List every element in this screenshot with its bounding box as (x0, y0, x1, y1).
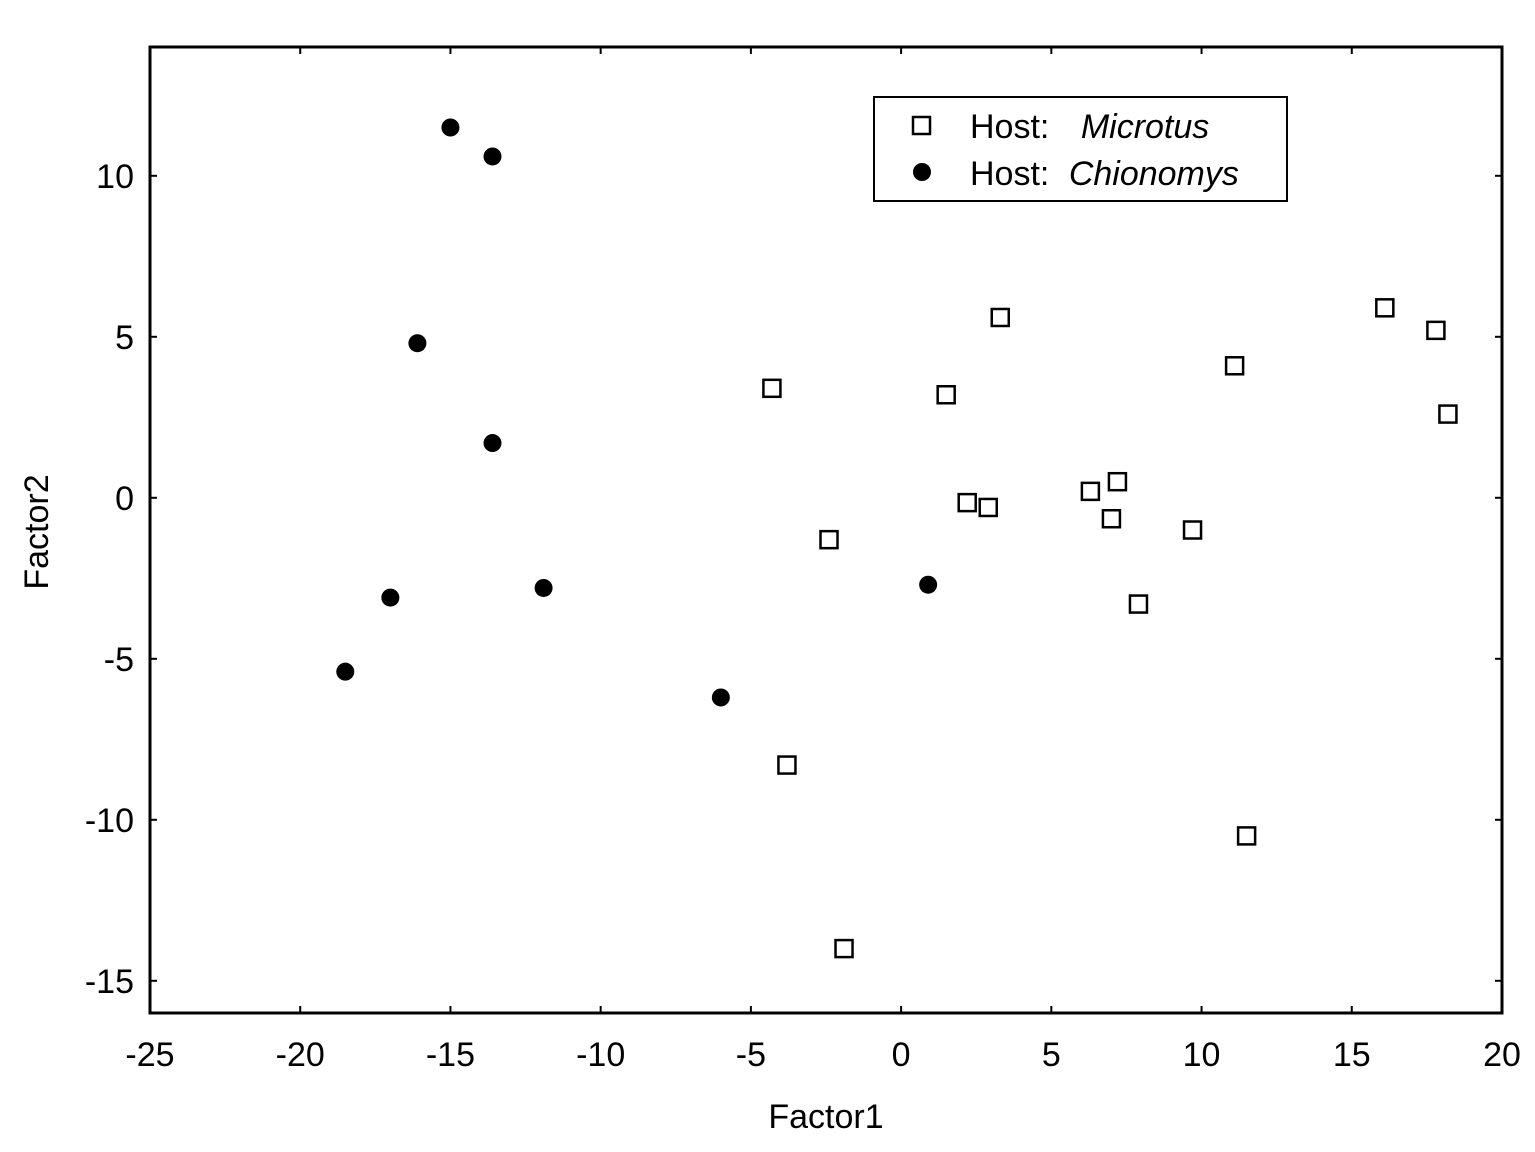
y-tick-label: -15 (85, 963, 134, 1001)
x-tick-label: -20 (276, 1036, 325, 1074)
y-tick-label: 10 (96, 158, 134, 196)
x-tick-label: 15 (1333, 1036, 1371, 1074)
point-chionomys (711, 688, 730, 707)
point-microtus (1375, 298, 1395, 318)
point-chionomys (483, 434, 502, 453)
legend-entry-microtus: Host: Microtus (970, 108, 1209, 146)
point-microtus (1426, 320, 1446, 341)
x-tick-label: -15 (426, 1036, 475, 1074)
y-tick-label: 5 (115, 319, 134, 357)
y-axis-label: Factor2 (18, 474, 56, 589)
y-axis-ticks: -15 -10 -5 0 5 10 (85, 158, 1502, 1001)
data-points (336, 118, 1458, 959)
point-microtus (990, 307, 1011, 328)
point-chionomys (919, 575, 938, 594)
y-tick-label: -5 (104, 641, 134, 679)
legend-genus-microtus: Microtus (1081, 108, 1209, 146)
legend-entry-chionomys: Host: Chionomys (970, 155, 1239, 193)
x-tick-label: -5 (736, 1036, 766, 1074)
x-tick-label: -10 (576, 1036, 625, 1074)
x-axis-label: Factor1 (768, 1098, 883, 1136)
point-microtus (762, 378, 782, 399)
legend-prefix-microtus: Host: (970, 108, 1049, 146)
point-microtus (1107, 471, 1128, 492)
point-microtus (1080, 481, 1101, 502)
point-microtus (936, 385, 956, 405)
x-tick-label: -25 (125, 1036, 174, 1074)
point-microtus (834, 938, 854, 959)
point-microtus (957, 492, 977, 513)
legend-prefix-chionomys: Host: (970, 155, 1049, 193)
x-tick-label: 0 (892, 1036, 911, 1074)
point-microtus (819, 529, 839, 550)
point-chionomys (408, 334, 427, 353)
point-chionomys (483, 147, 502, 166)
plot-frame (148, 45, 1504, 1015)
point-chionomys (534, 578, 553, 597)
point-chionomys (336, 662, 355, 681)
point-chionomys (441, 118, 460, 137)
x-axis-ticks: -25 -20 -15 -10 -5 0 5 10 15 20 (125, 47, 1521, 1074)
point-microtus (1182, 520, 1203, 540)
legend: Host: Microtus Host: Chionomys (873, 96, 1288, 202)
x-tick-label: 5 (1042, 1036, 1061, 1074)
legend-marker-microtus (911, 115, 932, 136)
point-microtus (1438, 404, 1458, 424)
y-tick-label: -10 (85, 802, 134, 840)
point-microtus (1101, 508, 1122, 529)
legend-box (873, 96, 1288, 202)
x-tick-label: 20 (1483, 1036, 1521, 1074)
point-microtus (1128, 594, 1149, 614)
point-microtus (1224, 356, 1245, 376)
legend-marker-chionomys (913, 163, 931, 181)
point-microtus (1236, 826, 1257, 846)
point-microtus (777, 755, 797, 775)
point-chionomys (381, 588, 400, 607)
y-tick-label: 0 (115, 480, 134, 518)
legend-genus-chionomys: Chionomys (1069, 155, 1239, 193)
point-microtus (978, 497, 998, 518)
x-tick-label: 10 (1183, 1036, 1221, 1074)
